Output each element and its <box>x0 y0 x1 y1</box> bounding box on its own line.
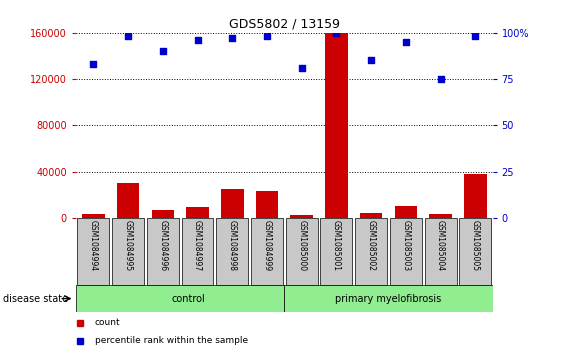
FancyBboxPatch shape <box>112 218 144 285</box>
Bar <box>325 33 348 218</box>
FancyBboxPatch shape <box>251 218 283 285</box>
Text: GSM1084996: GSM1084996 <box>158 220 167 271</box>
Text: control: control <box>172 294 205 303</box>
Text: GSM1084997: GSM1084997 <box>193 220 202 271</box>
Text: GSM1085004: GSM1085004 <box>436 220 445 271</box>
Bar <box>186 207 209 218</box>
Text: GSM1085005: GSM1085005 <box>471 220 480 271</box>
FancyBboxPatch shape <box>285 218 318 285</box>
Point <box>124 33 133 39</box>
Text: percentile rank within the sample: percentile rank within the sample <box>95 336 248 345</box>
Point <box>158 48 167 54</box>
Point <box>89 61 98 67</box>
Point <box>227 35 237 41</box>
FancyBboxPatch shape <box>76 285 284 312</box>
Text: GSM1085001: GSM1085001 <box>332 220 341 271</box>
Bar <box>151 210 174 218</box>
Bar <box>360 213 382 218</box>
Title: GDS5802 / 13159: GDS5802 / 13159 <box>229 17 340 30</box>
FancyBboxPatch shape <box>425 218 457 285</box>
Bar <box>395 206 417 218</box>
Point <box>471 33 480 39</box>
FancyBboxPatch shape <box>216 218 248 285</box>
Text: count: count <box>95 318 120 327</box>
Point <box>297 65 306 71</box>
Point <box>436 76 445 82</box>
FancyBboxPatch shape <box>147 218 179 285</box>
Text: GSM1085002: GSM1085002 <box>367 220 376 271</box>
Bar <box>291 216 313 218</box>
Text: GSM1084995: GSM1084995 <box>124 220 132 271</box>
FancyBboxPatch shape <box>77 218 109 285</box>
Bar <box>464 174 486 218</box>
Point <box>193 37 202 43</box>
Text: GSM1085003: GSM1085003 <box>401 220 410 271</box>
Text: GSM1084994: GSM1084994 <box>89 220 98 271</box>
Bar <box>221 189 244 218</box>
FancyBboxPatch shape <box>320 218 352 285</box>
Text: GSM1085000: GSM1085000 <box>297 220 306 271</box>
Text: GSM1084999: GSM1084999 <box>262 220 271 271</box>
FancyBboxPatch shape <box>459 218 491 285</box>
FancyBboxPatch shape <box>284 285 493 312</box>
Bar <box>82 214 105 218</box>
FancyBboxPatch shape <box>355 218 387 285</box>
Text: disease state: disease state <box>3 294 68 303</box>
Bar <box>117 183 140 218</box>
Point <box>332 30 341 36</box>
Point <box>367 57 376 63</box>
Text: primary myelofibrosis: primary myelofibrosis <box>336 294 441 303</box>
Point <box>401 39 410 45</box>
Bar <box>429 214 452 218</box>
FancyBboxPatch shape <box>181 218 213 285</box>
Bar <box>256 191 278 218</box>
FancyBboxPatch shape <box>390 218 422 285</box>
Point <box>262 33 271 39</box>
Text: GSM1084998: GSM1084998 <box>228 220 236 271</box>
